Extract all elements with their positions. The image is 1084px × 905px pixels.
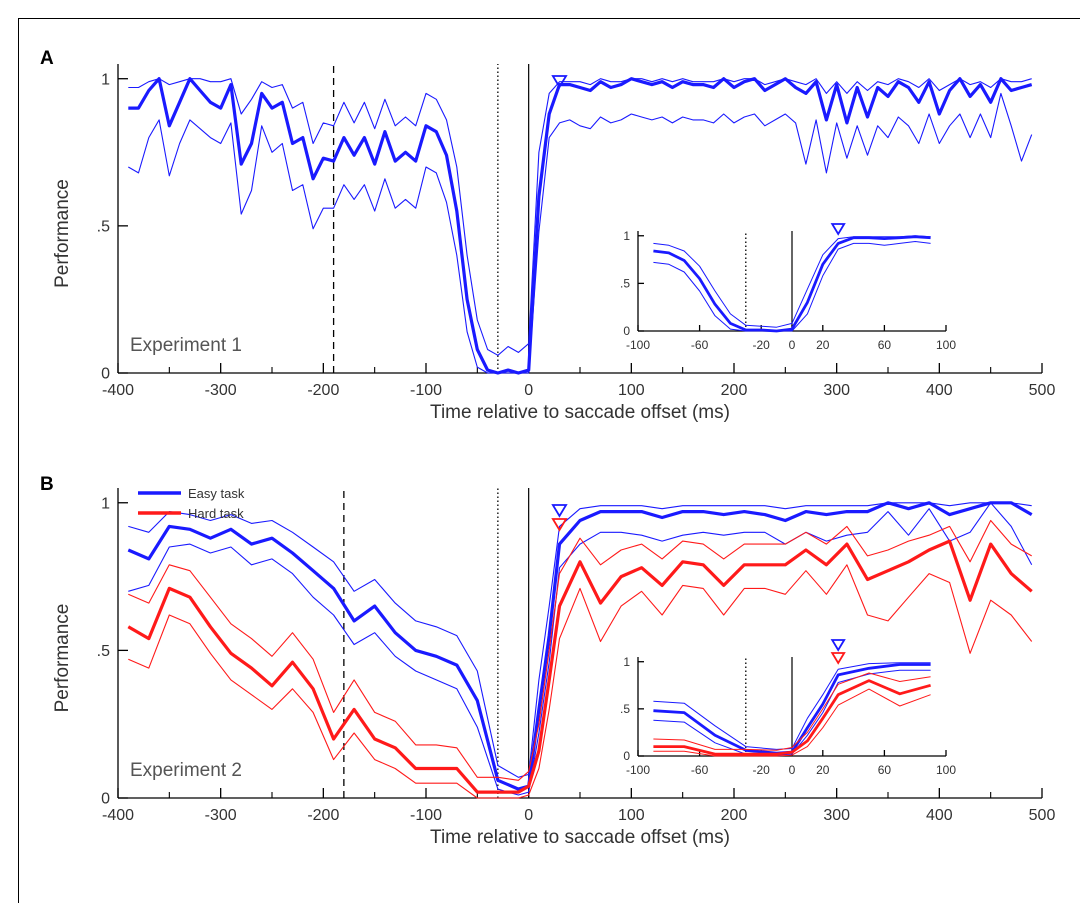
inset-series-0-lower-bound: [653, 241, 931, 332]
inset-x-tick-label: -100: [626, 338, 650, 352]
inset-plot: 0 .5 1 -100 -60 -20 0 20 60 100: [620, 639, 956, 777]
inset-series-0-lower-bound: [653, 669, 931, 756]
inset-x-tick-label: 100: [936, 763, 956, 777]
inset-series-0-mean-line: [653, 235, 931, 333]
panel-letter-b: B: [40, 474, 54, 495]
main-y-tick-label: 1: [101, 495, 110, 512]
inset-series-1-upper-bound: [653, 672, 931, 751]
panel-letter-a: A: [40, 48, 54, 69]
inset-x-tick-label: 20: [816, 338, 830, 352]
inset-series-0-upper-bound: [653, 662, 931, 750]
experiment-label: Experiment 2: [130, 760, 242, 781]
main-x-tick-label: -400: [102, 807, 134, 824]
figure-frame: [18, 18, 1080, 903]
inset-y-tick-label: 1: [623, 229, 630, 243]
legend-label-0: Easy task: [188, 486, 245, 501]
inset-y-tick-label: 1: [623, 655, 630, 669]
inset-x-tick-label: 60: [878, 338, 892, 352]
inset-series-0-upper-bound: [653, 235, 931, 328]
inset-y-tick-label: .5: [620, 277, 630, 291]
inset-x-tick-label: 100: [936, 338, 956, 352]
main-x-tick-label: 500: [1029, 807, 1056, 824]
main-y-tick-label: 0: [101, 791, 110, 808]
main-x-tick-label: 0: [524, 382, 533, 399]
legend-label-1: Hard task: [188, 506, 244, 521]
y-axis-label: Performance: [52, 604, 73, 713]
inset-y-tick-label: 0: [623, 324, 630, 338]
inset-marker-triangle-0: [830, 223, 846, 236]
main-series-1-upper-bound: [128, 519, 1032, 781]
main-marker-triangle-0: [551, 75, 568, 89]
main-x-tick-label: -300: [205, 382, 237, 399]
main-series-0-lower-bound: [128, 502, 1033, 796]
main-x-tick-label: 300: [823, 382, 850, 399]
main-series-0-upper-bound: [128, 78, 1032, 356]
main-series-1-mean-line: [127, 539, 1033, 794]
main-y-tick-label: 0: [101, 366, 110, 383]
main-x-tick-label: 500: [1029, 382, 1056, 399]
inset-x-tick-label: -60: [691, 338, 709, 352]
inset-series-1-mean-line: [653, 679, 931, 756]
main-x-tick-label: 400: [926, 807, 953, 824]
main-x-tick-label: -400: [102, 382, 134, 399]
inset-series-1-lower-bound: [653, 688, 931, 757]
inset-x-tick-label: 0: [789, 338, 796, 352]
main-x-tick-label: -100: [410, 807, 442, 824]
inset-marker-triangle-0: [830, 639, 846, 652]
main-x-tick-label: -300: [205, 807, 237, 824]
main-x-tick-label: 100: [618, 807, 645, 824]
main-series-0-lower-bound: [128, 92, 1033, 374]
main-x-tick-label: -200: [307, 382, 339, 399]
main-marker-triangle-1: [551, 518, 568, 532]
inset-x-tick-label: -20: [753, 763, 771, 777]
main-x-tick-label: 400: [926, 382, 953, 399]
inset-x-tick-label: -100: [626, 763, 650, 777]
main-x-tick-label: -200: [307, 807, 339, 824]
main-series-0-mean-line: [127, 501, 1033, 791]
inset-x-tick-label: -60: [691, 763, 709, 777]
inset-x-tick-label: 20: [816, 763, 830, 777]
main-series-1-lower-bound: [128, 564, 1033, 799]
inset-plot: 0 .5 1 -100 -60 -20 0 20 60 100: [620, 223, 956, 352]
main-series-0-upper-bound: [128, 502, 1032, 778]
main-y-tick-label: .5: [97, 643, 110, 660]
main-series-0-mean-line: [128, 77, 1033, 375]
main-y-tick-label: 1: [101, 71, 110, 88]
experiment-label: Experiment 1: [130, 335, 242, 356]
y-axis-label: Performance: [52, 179, 73, 288]
inset-marker-triangle-1: [830, 652, 846, 665]
inset-x-tick-label: -20: [753, 338, 771, 352]
inset-y-tick-label: 0: [623, 749, 630, 763]
inset-y-tick-label: .5: [620, 702, 630, 716]
inset-x-tick-label: 60: [878, 763, 892, 777]
main-x-tick-label: -100: [410, 382, 442, 399]
x-axis-label: Time relative to saccade offset (ms): [430, 402, 730, 423]
panel-a-chart: 0.51-400 -300 -200 -100 0 100 200 300 400 500Time…: [52, 64, 1055, 423]
inset-x-tick-label: 0: [789, 763, 796, 777]
main-x-tick-label: 0: [524, 807, 533, 824]
x-axis-label: Time relative to saccade offset (ms): [430, 827, 730, 848]
main-x-tick-label: 200: [721, 382, 748, 399]
main-marker-triangle-0: [551, 504, 568, 518]
main-x-tick-label: 200: [721, 807, 748, 824]
main-x-tick-label: 300: [823, 807, 850, 824]
main-y-tick-label: .5: [97, 218, 110, 235]
main-x-tick-label: 100: [618, 382, 645, 399]
panel-b-chart: 0.51-400 -300 -200 -100 0 100 200 300 400 500Time…: [52, 486, 1055, 848]
